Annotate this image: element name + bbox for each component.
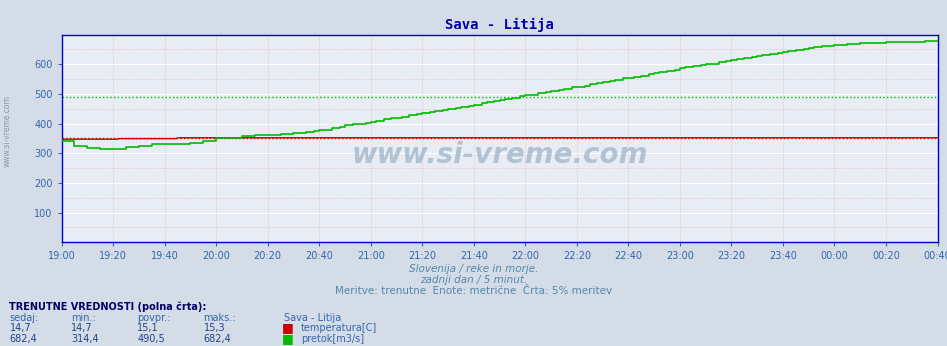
Text: temperatura[C]: temperatura[C] bbox=[301, 324, 378, 334]
Title: Sava - Litija: Sava - Litija bbox=[445, 18, 554, 32]
Text: www.si-vreme.com: www.si-vreme.com bbox=[3, 95, 12, 167]
Text: ■: ■ bbox=[282, 321, 294, 335]
Text: min.:: min.: bbox=[71, 313, 96, 323]
Text: TRENUTNE VREDNOSTI (polna črta):: TRENUTNE VREDNOSTI (polna črta): bbox=[9, 301, 206, 312]
Text: maks.:: maks.: bbox=[204, 313, 236, 323]
Text: ■: ■ bbox=[282, 332, 294, 345]
Text: povpr.:: povpr.: bbox=[137, 313, 170, 323]
Text: pretok[m3/s]: pretok[m3/s] bbox=[301, 334, 365, 344]
Text: 15,1: 15,1 bbox=[137, 324, 159, 334]
Text: Sava - Litija: Sava - Litija bbox=[284, 313, 341, 323]
Text: Slovenija / reke in morje.: Slovenija / reke in morje. bbox=[409, 264, 538, 274]
Text: 490,5: 490,5 bbox=[137, 334, 165, 344]
Text: 14,7: 14,7 bbox=[9, 324, 31, 334]
Text: 314,4: 314,4 bbox=[71, 334, 98, 344]
Text: sedaj:: sedaj: bbox=[9, 313, 39, 323]
Text: Meritve: trenutne  Enote: metrične  Črta: 5% meritev: Meritve: trenutne Enote: metrične Črta: … bbox=[335, 286, 612, 297]
Text: www.si-vreme.com: www.si-vreme.com bbox=[351, 141, 648, 169]
Text: 14,7: 14,7 bbox=[71, 324, 93, 334]
Text: zadnji dan / 5 minut.: zadnji dan / 5 minut. bbox=[420, 275, 527, 285]
Text: 682,4: 682,4 bbox=[9, 334, 37, 344]
Text: 15,3: 15,3 bbox=[204, 324, 225, 334]
Text: 682,4: 682,4 bbox=[204, 334, 231, 344]
